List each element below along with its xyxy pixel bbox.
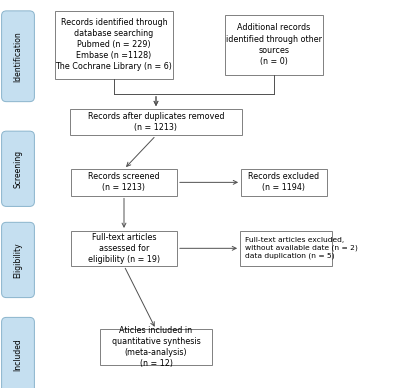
FancyBboxPatch shape bbox=[71, 231, 177, 266]
FancyBboxPatch shape bbox=[2, 317, 34, 388]
Text: Records after duplicates removed
(n = 1213): Records after duplicates removed (n = 12… bbox=[88, 112, 224, 132]
Text: Included: Included bbox=[14, 339, 22, 371]
FancyBboxPatch shape bbox=[2, 131, 34, 206]
Text: Records screened
(n = 1213): Records screened (n = 1213) bbox=[88, 172, 160, 192]
Text: Full-text articles
assessed for
eligibility (n = 19): Full-text articles assessed for eligibil… bbox=[88, 233, 160, 264]
Text: Records excluded
(n = 1194): Records excluded (n = 1194) bbox=[248, 172, 320, 192]
Text: Screening: Screening bbox=[14, 150, 22, 188]
Text: Records identified through
database searching
Pubmed (n = 229)
Embase (n =1128)
: Records identified through database sear… bbox=[56, 18, 172, 71]
FancyBboxPatch shape bbox=[100, 329, 212, 365]
Text: Aticles included in
quantitative synthesis
(meta-analysis)
(n = 12): Aticles included in quantitative synthes… bbox=[112, 326, 200, 369]
FancyBboxPatch shape bbox=[2, 11, 34, 102]
Text: Full-text articles excluded,
without available date (n = 2)
data duplication (n : Full-text articles excluded, without ava… bbox=[245, 237, 358, 259]
FancyBboxPatch shape bbox=[240, 231, 332, 266]
FancyBboxPatch shape bbox=[71, 169, 177, 196]
FancyBboxPatch shape bbox=[55, 11, 173, 78]
Text: Additional records
identified through other
sources
(n = 0): Additional records identified through ot… bbox=[226, 23, 322, 66]
FancyBboxPatch shape bbox=[70, 109, 242, 135]
FancyBboxPatch shape bbox=[225, 15, 323, 74]
Text: Identification: Identification bbox=[14, 31, 22, 81]
Text: Eligibility: Eligibility bbox=[14, 242, 22, 278]
FancyBboxPatch shape bbox=[2, 222, 34, 298]
FancyBboxPatch shape bbox=[241, 169, 327, 196]
